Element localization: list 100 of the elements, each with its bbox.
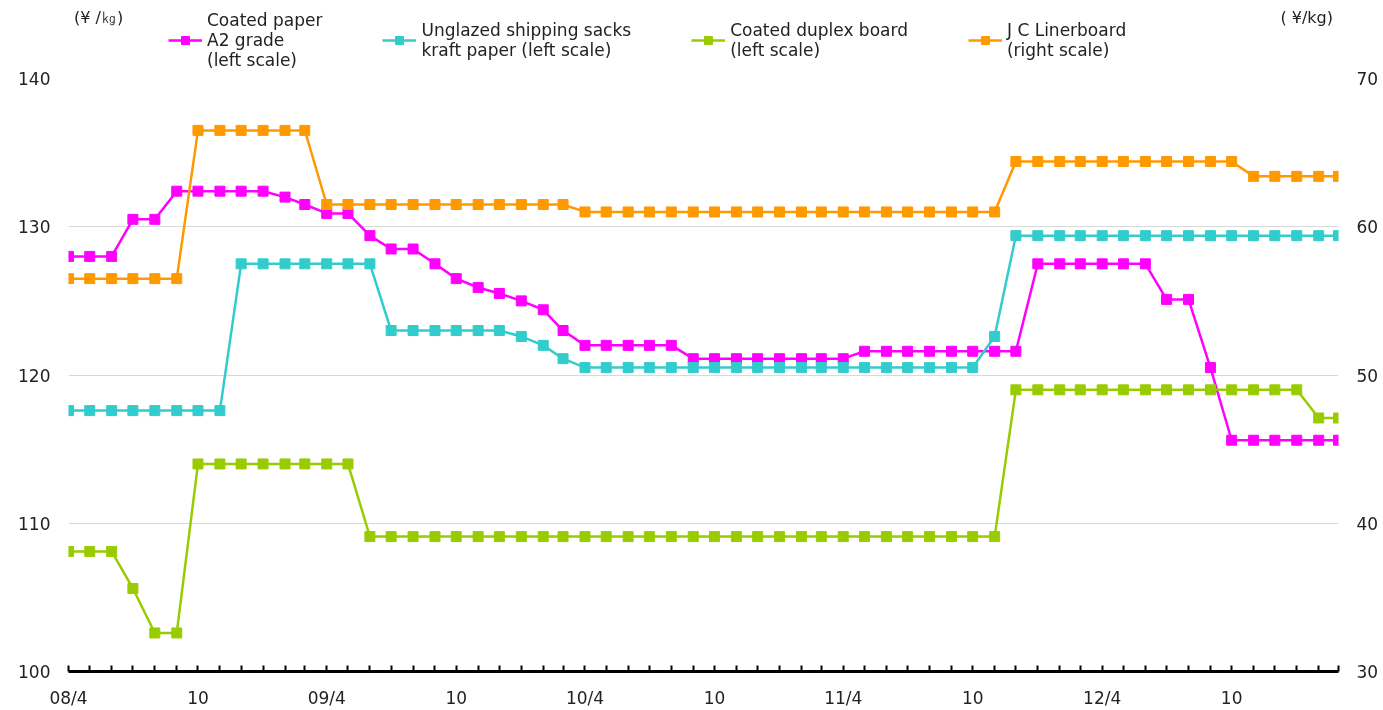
point [1139, 384, 1151, 396]
point [407, 531, 419, 543]
point [407, 243, 419, 255]
point [880, 362, 892, 374]
point [1204, 230, 1216, 242]
point [1248, 230, 1260, 242]
y-tick-label: 140 [18, 69, 51, 89]
point [1117, 156, 1129, 168]
point [1074, 156, 1086, 168]
point [1204, 362, 1216, 374]
point [880, 206, 892, 218]
point [858, 531, 870, 543]
point [837, 206, 849, 218]
point [1226, 230, 1238, 242]
point [1117, 230, 1129, 242]
point [774, 531, 786, 543]
point [1269, 384, 1281, 396]
point [1074, 384, 1086, 396]
point [1161, 384, 1173, 396]
point [235, 458, 247, 470]
point [902, 531, 914, 543]
point [1096, 230, 1108, 242]
point [967, 531, 979, 543]
x-tick-label: 12/4 [1083, 687, 1122, 708]
point [1054, 384, 1066, 396]
point [299, 199, 311, 211]
point [279, 258, 291, 270]
y2-tick-label: 70 [1356, 69, 1379, 89]
point [902, 206, 914, 218]
point [752, 531, 764, 543]
y2-axis-title: ( ¥/kg) [1280, 7, 1333, 27]
point [299, 458, 311, 470]
point [407, 325, 419, 337]
point [214, 185, 226, 197]
point [192, 458, 204, 470]
point [1226, 156, 1238, 168]
point [795, 206, 807, 218]
point [1074, 258, 1086, 270]
point [450, 325, 462, 337]
point [106, 250, 118, 262]
point [902, 345, 914, 357]
point [858, 362, 870, 374]
point [127, 582, 139, 594]
point [106, 405, 118, 417]
point [299, 258, 311, 270]
point [643, 531, 655, 543]
point [1054, 230, 1066, 242]
point [149, 627, 161, 639]
point [945, 531, 957, 543]
point [557, 531, 569, 543]
point [967, 362, 979, 374]
point [1183, 384, 1195, 396]
point [665, 206, 677, 218]
x-tick-label: 10 [961, 687, 984, 708]
point [106, 273, 118, 285]
point [815, 362, 827, 374]
point [1204, 156, 1216, 168]
x-tick-label: 10/4 [565, 687, 605, 708]
point [774, 206, 786, 218]
point [730, 362, 742, 374]
point [171, 185, 183, 197]
point [1032, 230, 1044, 242]
point [1161, 230, 1173, 242]
point [795, 531, 807, 543]
y-tick-label: 110 [18, 513, 51, 534]
point [407, 199, 419, 211]
point [192, 124, 204, 136]
point [1139, 156, 1151, 168]
point [600, 339, 612, 351]
point [1117, 258, 1129, 270]
point [924, 362, 936, 374]
point [730, 531, 742, 543]
point [1161, 293, 1173, 305]
point [515, 295, 527, 307]
point [429, 531, 441, 543]
point [924, 206, 936, 218]
point [1248, 434, 1260, 446]
point [472, 199, 484, 211]
point [342, 258, 354, 270]
point [321, 258, 333, 270]
point [214, 405, 226, 417]
point [472, 325, 484, 337]
point [579, 206, 591, 218]
point [127, 213, 139, 225]
point [579, 362, 591, 374]
point [1032, 258, 1044, 270]
point [385, 325, 397, 337]
x-tick-label: 10 [1220, 687, 1243, 708]
point [1010, 230, 1022, 242]
point [989, 206, 1001, 218]
point [84, 545, 96, 557]
point [622, 339, 634, 351]
point [858, 345, 870, 357]
point [687, 531, 699, 543]
point [450, 199, 462, 211]
point [622, 531, 634, 543]
point [1226, 434, 1238, 446]
point [1291, 230, 1303, 242]
point [665, 339, 677, 351]
point [385, 531, 397, 543]
